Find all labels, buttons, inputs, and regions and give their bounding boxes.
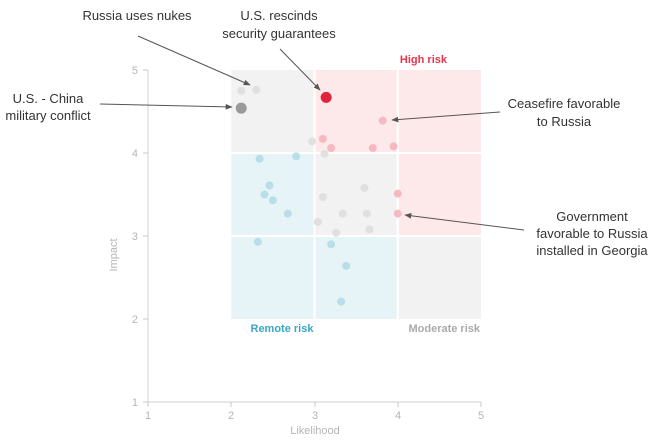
annotation-arrow — [404, 213, 525, 231]
x-tick-label: 5 — [478, 410, 484, 422]
risk-zones — [231, 70, 481, 319]
zone-cell — [314, 236, 398, 319]
data-point — [308, 137, 317, 146]
annotation-us-rescinds: U.S. rescinds security guarantees — [222, 8, 336, 91]
annotation-label: installed in Georgia — [536, 243, 648, 258]
data-point — [368, 144, 377, 153]
zone-cell — [397, 153, 481, 236]
annotation-label: Russia uses nukes — [82, 8, 192, 23]
x-tick-label: 3 — [312, 410, 318, 422]
annotation-arrow — [137, 35, 251, 86]
annotation-arrow — [391, 111, 501, 123]
zone-cell — [397, 236, 481, 319]
annotation-georgia: Government favorable to Russia installed… — [404, 209, 648, 258]
data-point — [338, 209, 347, 218]
x-axis-label: Likelihood — [290, 425, 340, 437]
zone-cell — [397, 70, 481, 153]
y-axis: 5 4 3 2 1 Impact — [108, 65, 149, 409]
y-tick-label: 3 — [132, 231, 138, 243]
y-tick-label: 4 — [132, 148, 138, 160]
data-point — [265, 181, 274, 190]
x-tick-label: 2 — [228, 410, 234, 422]
annotation-label: U.S. - China — [13, 91, 85, 106]
data-point — [313, 217, 322, 226]
data-point — [393, 209, 402, 218]
data-point — [332, 228, 341, 237]
annotation-us-china: U.S. - China military conflict — [5, 91, 233, 123]
zone-label-high-risk: High risk — [400, 54, 448, 66]
data-point — [337, 297, 346, 306]
zone-cell — [231, 153, 315, 236]
annotation-label: favorable to Russia — [536, 226, 648, 241]
data-point — [252, 85, 261, 94]
data-point — [318, 134, 327, 143]
data-point — [320, 91, 332, 103]
data-points — [235, 85, 402, 306]
zone-cell — [314, 70, 398, 153]
data-point — [365, 225, 374, 234]
data-point — [268, 196, 277, 205]
data-point — [253, 237, 262, 246]
annotation-russia-nukes: Russia uses nukes — [82, 8, 251, 86]
zone-label-remote-risk: Remote risk — [251, 323, 315, 335]
zone-cell — [314, 153, 398, 236]
data-point — [327, 240, 336, 249]
annotation-arrow — [279, 48, 321, 91]
data-point — [327, 144, 336, 153]
annotation-label: to Russia — [537, 114, 592, 129]
annotation-label: military conflict — [5, 108, 91, 123]
data-point — [362, 209, 371, 218]
data-point — [393, 189, 402, 198]
data-point — [260, 190, 269, 199]
zone-cell — [231, 236, 315, 319]
annotation-label: security guarantees — [222, 26, 336, 41]
annotation-arrow — [99, 103, 233, 110]
y-tick-label: 1 — [132, 397, 138, 409]
data-point — [237, 86, 246, 95]
data-point — [318, 192, 327, 201]
y-tick-label: 5 — [132, 65, 138, 77]
data-point — [320, 149, 329, 158]
annotation-label: U.S. rescinds — [240, 8, 318, 23]
data-point — [235, 102, 247, 114]
data-point — [292, 152, 301, 161]
data-point — [378, 116, 387, 125]
data-point — [283, 209, 292, 218]
x-tick-label: 4 — [395, 410, 401, 422]
annotation-label: Government — [556, 209, 628, 224]
zone-label-moderate-risk: Moderate risk — [408, 323, 480, 335]
data-point — [342, 261, 351, 270]
data-point — [255, 154, 264, 163]
annotation-label: Ceasefire favorable — [508, 96, 621, 111]
y-tick-label: 2 — [132, 314, 138, 326]
x-axis: 1 2 3 4 5 Likelihood — [145, 401, 484, 437]
y-axis-label: Impact — [108, 238, 120, 271]
data-point — [389, 142, 398, 151]
x-tick-label: 1 — [145, 410, 151, 422]
annotation-ceasefire: Ceasefire favorable to Russia — [391, 96, 621, 129]
data-point — [360, 183, 369, 192]
